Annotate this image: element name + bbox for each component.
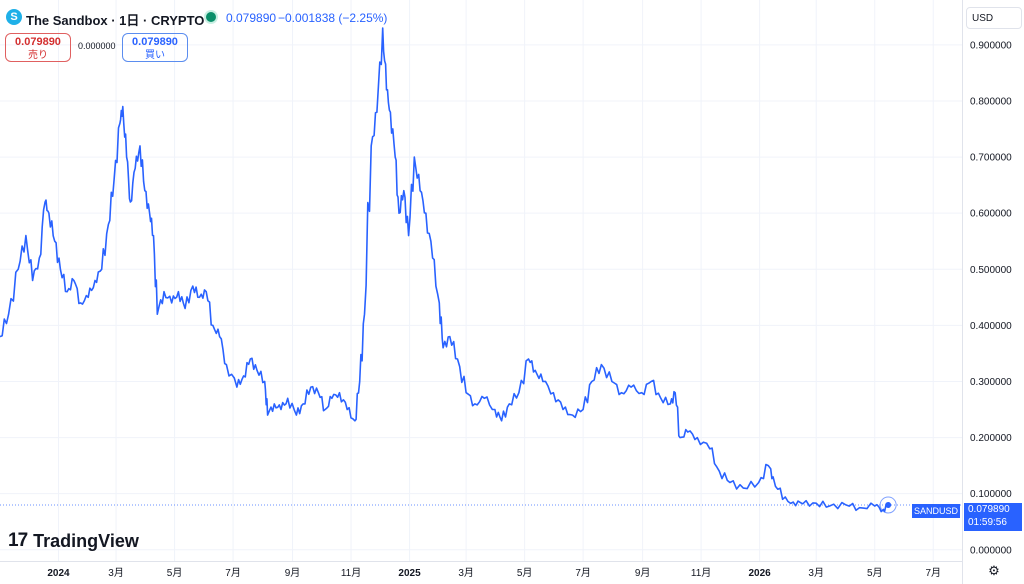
x-tick-label: 2024	[47, 568, 70, 579]
spread-value: 0.000000	[78, 41, 116, 51]
y-tick-label: 0.300000	[970, 377, 1012, 388]
gear-icon[interactable]: ⚙	[988, 563, 1000, 578]
x-tick-label: 11月	[341, 567, 361, 579]
x-tick-label: 2026	[749, 568, 772, 579]
buy-price: 0.079890	[132, 36, 178, 48]
symbol-price-tag: SANDUSD	[912, 504, 960, 518]
x-tick-label: 5月	[867, 567, 883, 579]
grid	[0, 0, 962, 561]
currency-select[interactable]: USD	[966, 7, 1022, 29]
last-point-ring	[879, 496, 897, 514]
bar-countdown: 01:59:56	[968, 517, 1007, 528]
x-tick-label: 7月	[225, 567, 241, 579]
last-point	[885, 501, 892, 508]
sell-price: 0.079890	[15, 36, 61, 48]
y-tick-label: 0.900000	[970, 40, 1012, 51]
y-tick-label: 0.000000	[970, 545, 1012, 556]
x-tick-label: 3月	[108, 567, 124, 579]
x-tick-label: 3月	[808, 567, 824, 579]
time-axis-divider	[0, 561, 962, 562]
price-change: −0.001838 (−2.25%)	[278, 11, 388, 25]
x-tick-label: 11月	[691, 567, 711, 579]
tag-price-value: 0.079890	[968, 504, 1010, 515]
sell-label: 売り	[28, 50, 48, 61]
y-tick-label: 0.700000	[970, 153, 1012, 164]
y-tick-label: 0.600000	[970, 209, 1012, 220]
sandbox-logo-icon[interactable]: S	[6, 9, 22, 25]
tradingview-brand[interactable]: 17 TradingView	[8, 530, 139, 552]
x-tick-label: 2025	[398, 568, 421, 579]
y-tick-label: 0.100000	[970, 489, 1012, 500]
x-axis-ticks: 2024 3月 5月 7月 9月 11月 2025 3月 5月 7月 9月 11月 2026 3月 5月 7月	[47, 567, 941, 579]
tradingview-logo-icon: 17	[8, 530, 28, 551]
chart-header: S The Sandbox · 1日 · CRYPTO 0.079890 −0.…	[0, 0, 960, 30]
y-tick-label: 0.500000	[970, 265, 1012, 276]
y-tick-label: 0.800000	[970, 96, 1012, 107]
x-tick-label: 3月	[458, 567, 474, 579]
symbol-title[interactable]: The Sandbox · 1日 · CRYPTO	[26, 13, 205, 28]
x-tick-label: 9月	[635, 567, 651, 579]
y-tick-label: 0.400000	[970, 321, 1012, 332]
price-axis-divider	[962, 0, 963, 584]
buy-label: 買い	[145, 50, 165, 61]
sell-button[interactable]: 0.079890 売り	[5, 33, 71, 62]
buy-button[interactable]: 0.079890 買い	[122, 33, 188, 62]
live-dot-icon	[206, 12, 216, 22]
x-tick-label: 7月	[575, 567, 591, 579]
last-price: 0.079890	[226, 11, 277, 25]
x-tick-label: 5月	[517, 567, 533, 579]
x-tick-label: 5月	[167, 567, 183, 579]
last-price-tag: 0.079890 01:59:56	[964, 503, 1022, 531]
brand-name: TradingView	[33, 530, 139, 551]
y-tick-label: 0.200000	[970, 433, 1012, 444]
y-axis-ticks: 0.900000 0.800000 0.700000 0.600000 0.500000…	[970, 40, 1012, 556]
x-tick-label: 7月	[925, 567, 941, 579]
price-line	[0, 27, 889, 513]
x-tick-label: 9月	[285, 567, 301, 579]
